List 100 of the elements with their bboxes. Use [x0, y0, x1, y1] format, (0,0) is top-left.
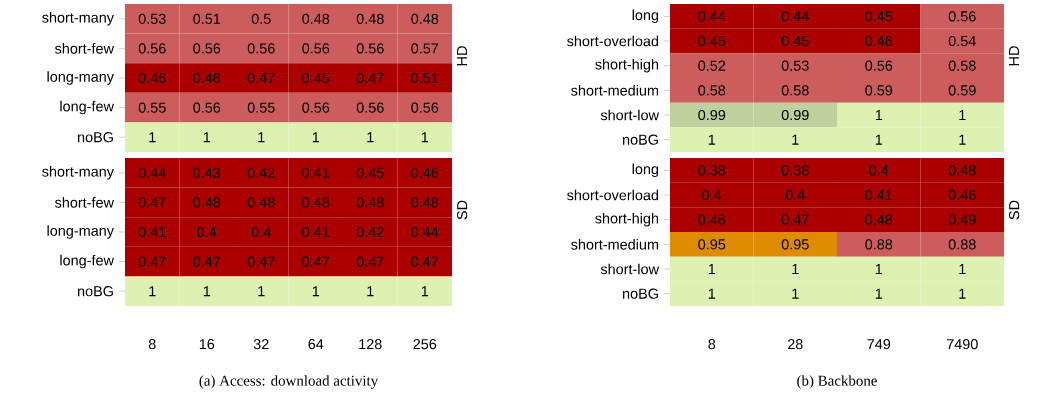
- data-label: 0.4: [251, 226, 271, 238]
- data-label: 0.56: [302, 102, 330, 113]
- data-label: 0.45: [698, 35, 726, 47]
- data-label: 0.59: [865, 85, 893, 96]
- data-label: 0.44: [781, 11, 809, 22]
- data-label: 0.46: [193, 72, 221, 84]
- data-label: 0.56: [356, 102, 384, 113]
- y-tick-label: short-medium: [571, 239, 659, 250]
- data-label: 0.95: [781, 239, 809, 250]
- data-label: 0.46: [948, 189, 976, 201]
- data-label: 1: [367, 286, 374, 297]
- data-label: 1: [203, 286, 211, 297]
- data-label: 1: [792, 264, 799, 274]
- data-label: 1: [421, 132, 429, 143]
- data-label: 1: [149, 286, 156, 297]
- data-label: 0.47: [302, 256, 330, 267]
- data-label: 0.41: [302, 226, 330, 238]
- data-label: 0.38: [698, 165, 726, 176]
- data-label: 1: [875, 110, 883, 120]
- data-label: 1: [203, 132, 211, 143]
- data-label: 0.56: [247, 43, 275, 54]
- data-label: 0.88: [865, 239, 893, 250]
- y-tick-label: short-overload: [567, 35, 659, 47]
- data-label: 0.57: [411, 43, 439, 54]
- data-label: 1: [792, 288, 799, 299]
- data-label: 0.46: [698, 214, 726, 225]
- x-tick-label: 128: [359, 339, 382, 350]
- data-label: 0.4: [702, 189, 722, 201]
- data-label: 0.52: [698, 60, 726, 71]
- y2-axis-title: HD: [457, 46, 467, 66]
- y-tick-label: short-high: [595, 58, 659, 73]
- y-tick-label: short-medium: [571, 85, 659, 96]
- data-label: 1: [959, 288, 966, 299]
- data-label: 0.48: [356, 197, 384, 208]
- data-label: 0.58: [781, 85, 809, 96]
- y-tick-label: noBG: [623, 134, 658, 145]
- y-tick-label: long: [632, 9, 659, 24]
- data-label: 1: [258, 286, 265, 297]
- data-label: 0.43: [193, 167, 221, 178]
- data-label: 1: [708, 264, 716, 274]
- data-label: 0.99: [781, 109, 809, 121]
- data-label: 0.53: [138, 13, 166, 24]
- y-tick-label: noBG: [78, 132, 113, 143]
- data-label: 0.48: [411, 13, 439, 24]
- y-tick-label: long-many: [47, 225, 114, 239]
- data-label: 0.48: [948, 165, 976, 176]
- y2-axis-title: SD: [1009, 200, 1020, 220]
- data-label: 1: [421, 286, 429, 297]
- data-label: 1: [312, 286, 320, 297]
- data-label: 0.44: [411, 226, 439, 238]
- data-label: 1: [792, 134, 799, 145]
- data-label: 0.5: [251, 13, 271, 24]
- data-label: 1: [875, 288, 883, 299]
- x-tick-label: 7490: [946, 339, 978, 350]
- y-tick-label: short-many: [42, 166, 114, 180]
- data-label: 1: [875, 264, 883, 274]
- data-label: 0.46: [865, 35, 893, 47]
- text: (a) Access: download activity: [199, 375, 379, 389]
- y-tick-label: long: [632, 163, 659, 178]
- y-tick-label: noBG: [78, 286, 113, 297]
- x-tick-label: 64: [308, 339, 324, 350]
- data-label: 1: [149, 132, 156, 143]
- x-tick-label: 8: [708, 339, 716, 350]
- data-label: 0.47: [411, 256, 439, 267]
- data-label: 1: [258, 132, 265, 143]
- data-label: 1: [708, 288, 716, 299]
- data-label: 0.55: [247, 102, 275, 113]
- y-tick-label: short-many: [42, 12, 114, 26]
- data-label: 0.4: [197, 226, 217, 238]
- data-label: 0.56: [356, 43, 384, 54]
- data-label: 0.47: [138, 197, 166, 208]
- y-tick-label: short-overload: [567, 189, 659, 201]
- data-label: 0.48: [302, 197, 330, 208]
- data-label: 0.42: [356, 226, 384, 238]
- data-label: 0.47: [193, 256, 221, 267]
- data-label: 0.56: [193, 102, 221, 113]
- data-label: 0.55: [138, 102, 166, 113]
- data-label: 0.47: [138, 256, 166, 267]
- y2-axis-title: SD: [457, 200, 468, 220]
- data-label: 1: [959, 264, 966, 274]
- data-label: 0.41: [865, 189, 893, 201]
- x-tick-label: 749: [867, 339, 891, 350]
- y-tick-label: long-few: [60, 254, 115, 269]
- data-label: 0.47: [356, 256, 384, 267]
- data-label: 0.51: [411, 72, 439, 84]
- data-label: 0.47: [356, 72, 384, 84]
- data-label: 0.56: [865, 60, 893, 71]
- data-label: 0.41: [138, 226, 166, 238]
- data-label: 0.41: [302, 167, 330, 178]
- data-label: 0.88: [948, 239, 976, 250]
- data-label: 0.46: [411, 167, 439, 178]
- data-label: 0.45: [781, 35, 809, 47]
- text: (b) Backbone: [797, 375, 877, 389]
- y-tick-label: short-low: [600, 263, 660, 275]
- data-label: 0.44: [698, 11, 726, 22]
- data-label: 0.4: [785, 189, 805, 201]
- data-label: 0.59: [948, 85, 976, 96]
- x-tick-label: 28: [787, 339, 803, 350]
- x-tick-label: 256: [413, 339, 437, 350]
- y-tick-label: short-low: [600, 109, 660, 121]
